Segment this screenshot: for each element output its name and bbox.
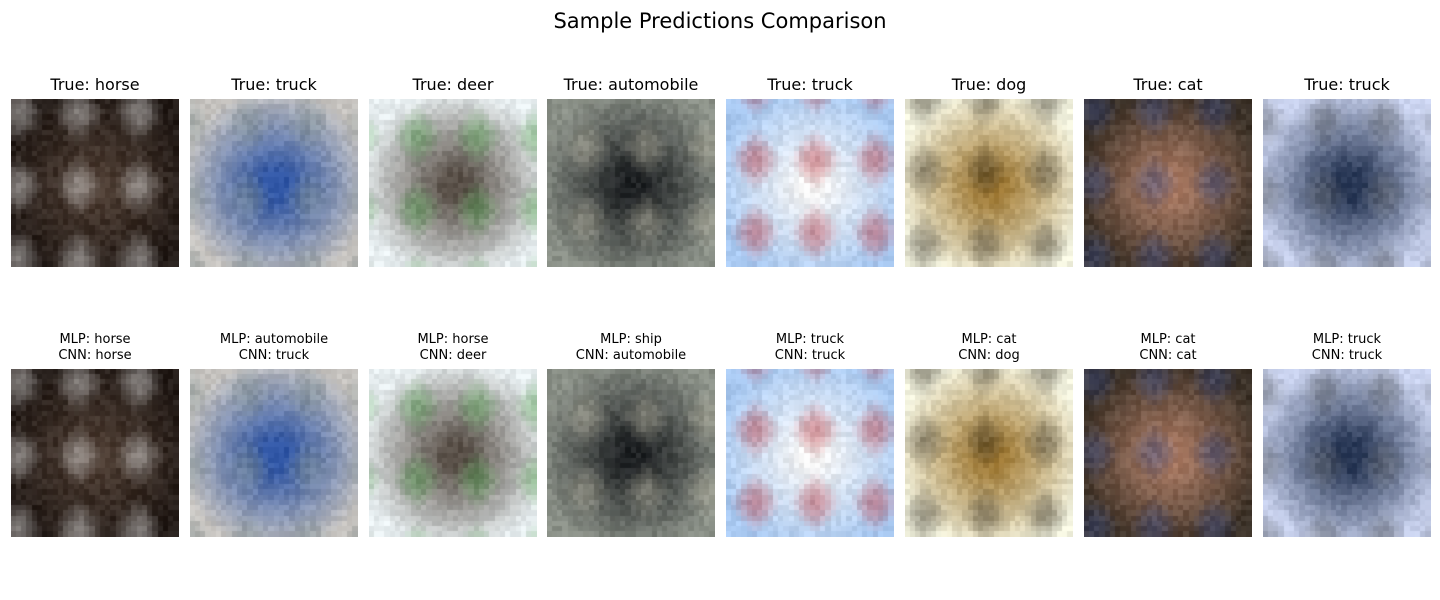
prediction-image-dog <box>905 369 1073 537</box>
true-label: True: truck <box>231 75 317 94</box>
true-label: True: deer <box>412 75 494 94</box>
prediction-labels: MLP: truck CNN: truck <box>726 332 894 364</box>
mlp-prediction: MLP: cat <box>961 332 1017 347</box>
true-label: True: truck <box>767 75 853 94</box>
mlp-prediction: MLP: truck <box>775 332 845 347</box>
figure-title: Sample Predictions Comparison <box>553 9 887 33</box>
mlp-prediction: MLP: automobile <box>219 332 329 347</box>
prediction-image-truck <box>190 369 358 537</box>
cnn-prediction: CNN: truck <box>1311 348 1383 363</box>
true-label: True: dog <box>951 75 1027 94</box>
cnn-prediction: CNN: truck <box>238 348 310 363</box>
mlp-prediction: MLP: horse <box>417 332 489 347</box>
cnn-prediction: CNN: horse <box>58 348 132 363</box>
sample-image-truck <box>726 99 894 267</box>
sample-image-truck <box>1263 99 1431 267</box>
sample-image-horse <box>11 99 179 267</box>
sample-image-truck <box>190 99 358 267</box>
sample-image-dog <box>905 99 1073 267</box>
true-label: True: horse <box>50 75 140 94</box>
prediction-labels: MLP: ship CNN: automobile <box>547 332 715 364</box>
mlp-prediction: MLP: truck <box>1312 332 1382 347</box>
mlp-prediction: MLP: horse <box>59 332 131 347</box>
prediction-labels: MLP: horse CNN: horse <box>11 332 179 364</box>
prediction-labels: MLP: cat CNN: cat <box>1084 332 1252 364</box>
true-label: True: truck <box>1304 75 1390 94</box>
prediction-image-cat <box>1084 369 1252 537</box>
prediction-image-horse <box>11 369 179 537</box>
prediction-image-truck <box>726 369 894 537</box>
prediction-image-truck <box>1263 369 1431 537</box>
cnn-prediction: CNN: cat <box>1139 348 1197 363</box>
prediction-labels: MLP: automobile CNN: truck <box>190 332 358 364</box>
sample-image-cat <box>1084 99 1252 267</box>
mlp-prediction: MLP: ship <box>600 332 662 347</box>
mlp-prediction: MLP: cat <box>1140 332 1196 347</box>
cnn-prediction: CNN: truck <box>774 348 846 363</box>
cnn-prediction: CNN: automobile <box>575 348 687 363</box>
sample-image-automobile <box>547 99 715 267</box>
sample-image-deer <box>369 99 537 267</box>
true-label: True: automobile <box>563 75 699 94</box>
true-label: True: cat <box>1133 75 1203 94</box>
prediction-labels: MLP: cat CNN: dog <box>905 332 1073 364</box>
prediction-labels: MLP: horse CNN: deer <box>369 332 537 364</box>
cnn-prediction: CNN: deer <box>419 348 487 363</box>
prediction-image-deer <box>369 369 537 537</box>
cnn-prediction: CNN: dog <box>958 348 1020 363</box>
prediction-labels: MLP: truck CNN: truck <box>1263 332 1431 364</box>
prediction-image-automobile <box>547 369 715 537</box>
